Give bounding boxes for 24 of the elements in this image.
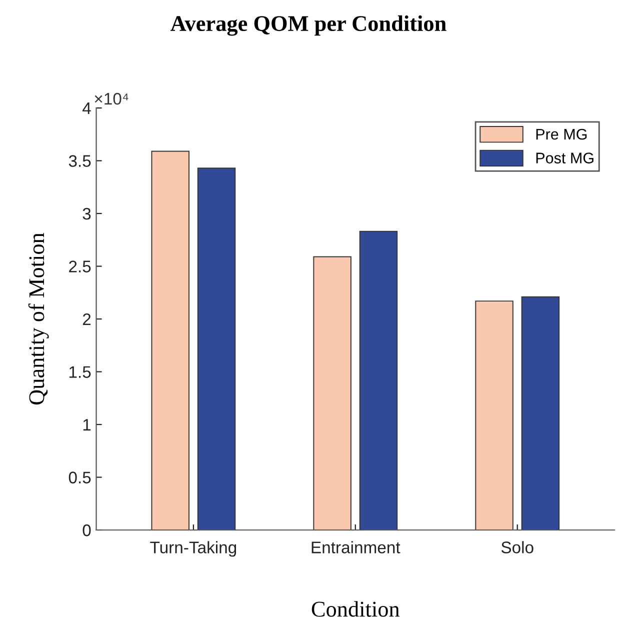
x-axis-title: Condition [312, 601, 400, 617]
y-tick-label: 1 [83, 419, 91, 431]
legend-label: Pre MG [536, 128, 587, 140]
x-tick-label: Solo [501, 541, 534, 554]
x-tick-label: Turn-Taking [150, 541, 236, 557]
bar [197, 168, 236, 530]
y-axis-title: Quantity of Motion [28, 232, 49, 404]
y-tick-label: 0 [82, 524, 91, 536]
chart-title: Average QOM per Condition [170, 15, 446, 36]
y-tick-label: 0.5 [68, 472, 91, 484]
x-tick-label: Entrainment [312, 541, 400, 554]
y-tick-label: 1.5 [69, 366, 91, 378]
bar [151, 150, 190, 530]
y-tick-label: 4 [82, 102, 91, 114]
y-tick-label: 2 [82, 313, 91, 326]
text: ×10⁴ [94, 92, 128, 105]
bar [359, 230, 398, 530]
bar [521, 296, 560, 530]
bar [313, 256, 352, 530]
y-tick-label: 2.5 [69, 260, 91, 272]
legend-label: Post MG [536, 152, 594, 164]
y-tick-label: 3.5 [68, 155, 91, 167]
bar [475, 300, 514, 530]
y-tick-label: 3 [82, 208, 91, 220]
